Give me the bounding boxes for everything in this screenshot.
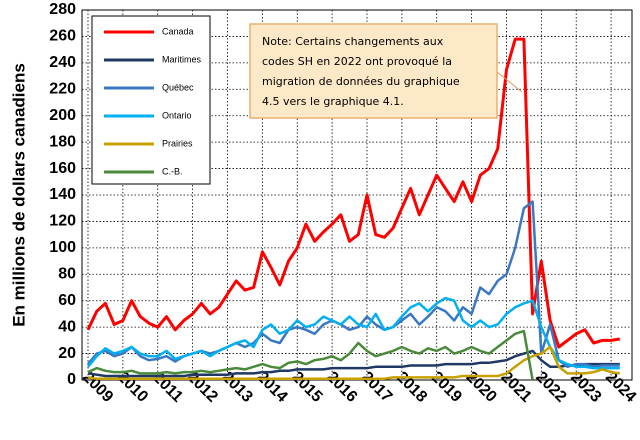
x-tick-label: 2019	[428, 369, 465, 406]
series-line	[87, 200, 620, 369]
x-tick-label: 2014	[253, 369, 290, 406]
y-tick-label: 280	[49, 1, 76, 18]
y-tick-label: 120	[49, 213, 76, 230]
note-box	[249, 23, 498, 119]
x-tick-label: 2016	[323, 369, 360, 406]
legend-label: Canada	[162, 26, 194, 36]
plot-border	[81, 9, 633, 381]
y-tick-label: 60	[58, 292, 76, 309]
y-tick-label: 160	[49, 160, 76, 177]
legend-label: Maritimes	[162, 54, 202, 64]
y-tick-label: 100	[49, 239, 76, 256]
series-line	[87, 349, 620, 378]
y-tick-label: 180	[49, 133, 76, 150]
series-line	[87, 296, 620, 370]
note-text: 4.5 vers le graphique 4.1.	[262, 95, 404, 108]
series-line	[86, 37, 621, 349]
x-tick-label: 2015	[288, 369, 325, 406]
y-tick-label: 40	[58, 318, 76, 335]
y-tick-label: 240	[49, 54, 76, 71]
y-tick-label: 80	[58, 266, 76, 283]
x-tick-label: 2024	[602, 369, 639, 406]
note-text: Note: Certains changements aux	[262, 35, 444, 48]
x-tick-label: 2017	[358, 369, 395, 406]
series-line	[87, 329, 534, 381]
legend-label: Québec	[162, 82, 194, 92]
series-line	[87, 345, 620, 380]
y-tick-label: 200	[49, 107, 76, 124]
y-tick-label: 0	[67, 371, 76, 388]
y-tick-label: 140	[49, 186, 76, 203]
note-text: codes SH en 2022 ont provoqué la	[262, 55, 452, 68]
x-tick-label: 2020	[463, 369, 500, 406]
x-tick-label: 2018	[393, 369, 430, 406]
note-leader	[496, 71, 523, 93]
note-text: migration de données du graphique	[262, 75, 460, 88]
x-tick-label: 2011	[149, 369, 186, 406]
legend-label: Ontario	[162, 110, 192, 120]
legend-box	[91, 15, 211, 185]
x-tick-label: 2022	[532, 369, 569, 406]
y-tick-label: 20	[58, 345, 76, 362]
y-axis-label: En millions de dollars canadiens	[9, 63, 28, 327]
legend-label: Prairies	[162, 138, 193, 148]
y-tick-label: 260	[49, 28, 76, 45]
y-tick-label: 220	[49, 81, 76, 98]
legend-label: C.-B.	[162, 166, 183, 176]
